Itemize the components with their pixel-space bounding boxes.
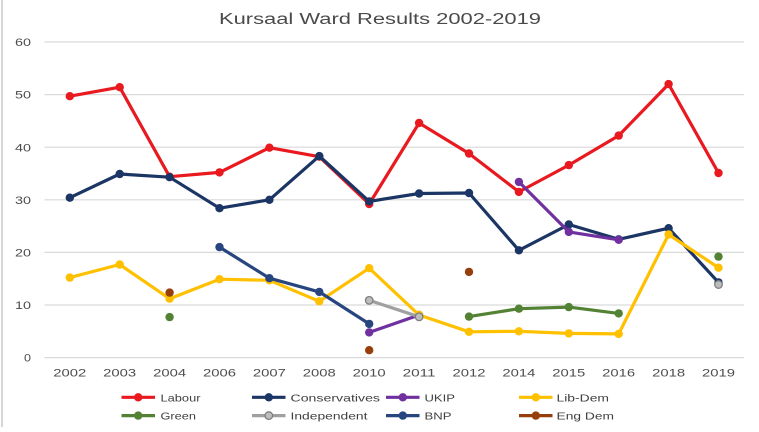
svg-text:2010: 2010 xyxy=(353,368,386,380)
svg-text:Labour: Labour xyxy=(161,392,202,404)
svg-text:Conservatives: Conservatives xyxy=(291,392,381,404)
svg-text:2011: 2011 xyxy=(403,368,436,380)
svg-text:2007: 2007 xyxy=(253,368,286,380)
svg-text:2006: 2006 xyxy=(203,368,236,380)
svg-text:BNP: BNP xyxy=(425,411,452,423)
svg-text:2003: 2003 xyxy=(103,368,136,380)
svg-text:0: 0 xyxy=(24,353,31,365)
svg-text:50: 50 xyxy=(15,90,31,102)
svg-text:Kursaal Ward Results 2002-2019: Kursaal Ward Results 2002-2019 xyxy=(219,11,541,28)
svg-text:2018: 2018 xyxy=(652,368,685,380)
svg-text:10: 10 xyxy=(15,300,31,312)
svg-text:40: 40 xyxy=(15,142,31,154)
svg-text:UKIP: UKIP xyxy=(425,392,456,404)
svg-text:2016: 2016 xyxy=(602,368,635,380)
svg-text:Independent: Independent xyxy=(291,411,368,423)
svg-text:Green: Green xyxy=(161,411,197,423)
svg-text:30: 30 xyxy=(15,195,31,207)
svg-text:2012: 2012 xyxy=(453,368,486,380)
svg-text:2002: 2002 xyxy=(53,368,86,380)
svg-text:2008: 2008 xyxy=(303,368,336,380)
svg-text:Lib-Dem: Lib-Dem xyxy=(557,392,610,404)
svg-text:2004: 2004 xyxy=(153,368,186,380)
svg-text:Eng Dem: Eng Dem xyxy=(557,411,615,423)
svg-text:20: 20 xyxy=(15,248,31,260)
svg-text:60: 60 xyxy=(15,37,31,49)
svg-text:2014: 2014 xyxy=(502,368,535,380)
svg-text:2019: 2019 xyxy=(702,368,735,380)
svg-text:2015: 2015 xyxy=(552,368,585,380)
